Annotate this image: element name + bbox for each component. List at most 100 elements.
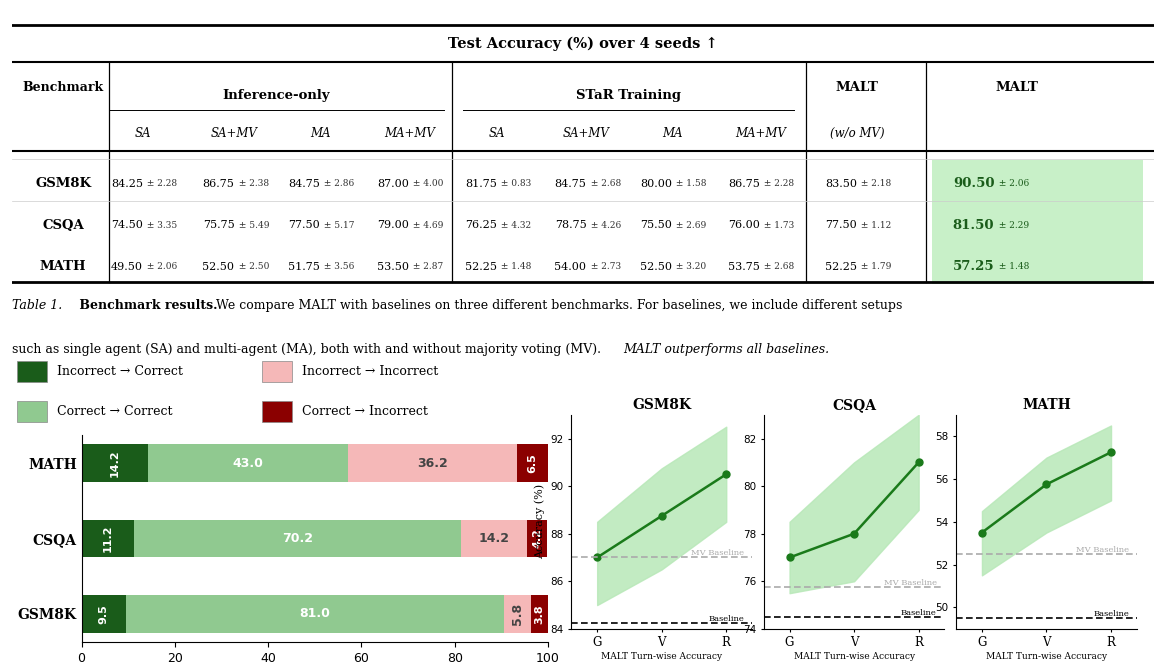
Text: 80.00: 80.00 (640, 179, 672, 189)
Text: 75.75: 75.75 (203, 221, 234, 230)
Text: MV Baseline: MV Baseline (1076, 546, 1129, 554)
Text: GSM8K: GSM8K (35, 177, 91, 191)
Text: Table 1.: Table 1. (12, 298, 62, 312)
Text: ± 4.26: ± 4.26 (588, 221, 620, 230)
Text: 79.00: 79.00 (378, 221, 409, 230)
Bar (134, 520, 462, 557)
Text: ± 4.00: ± 4.00 (410, 179, 444, 189)
Text: 74.50: 74.50 (111, 221, 143, 230)
Text: 84.25: 84.25 (111, 179, 143, 189)
Title: CSQA: CSQA (833, 398, 876, 412)
Text: 70.2: 70.2 (282, 532, 312, 545)
Bar (148, 444, 349, 482)
X-axis label: MALT Turn-wise Accuracy: MALT Turn-wise Accuracy (794, 652, 914, 661)
Text: ± 2.06: ± 2.06 (996, 179, 1028, 189)
Text: ± 2.50: ± 2.50 (236, 262, 269, 272)
Text: 52.50: 52.50 (203, 262, 234, 272)
Text: 9.5: 9.5 (99, 604, 108, 624)
Text: ± 2.68: ± 2.68 (588, 179, 620, 189)
Text: 75.50: 75.50 (640, 221, 672, 230)
Text: 77.50: 77.50 (288, 221, 321, 230)
Text: ± 2.28: ± 2.28 (145, 179, 177, 189)
Text: 84.75: 84.75 (555, 179, 586, 189)
Text: 52.25: 52.25 (826, 262, 857, 272)
Text: ± 1.58: ± 1.58 (673, 179, 707, 189)
Text: ± 0.83: ± 0.83 (498, 179, 532, 189)
Text: 81.0: 81.0 (300, 607, 330, 620)
Text: ± 1.48: ± 1.48 (996, 262, 1028, 272)
Title: MATH: MATH (1023, 398, 1070, 412)
Text: SA+MV: SA+MV (563, 126, 610, 140)
Text: 3.8: 3.8 (535, 604, 545, 624)
Text: CSQA: CSQA (42, 219, 84, 232)
Text: ± 1.12: ± 1.12 (858, 221, 892, 230)
Text: MA: MA (662, 126, 682, 140)
Text: We compare MALT with baselines on three different benchmarks. For baselines, we : We compare MALT with baselines on three … (211, 298, 902, 312)
Text: ± 2.06: ± 2.06 (145, 262, 177, 272)
Text: 11.2: 11.2 (103, 524, 113, 553)
Text: Benchmark: Benchmark (22, 81, 104, 94)
Text: ± 2.38: ± 2.38 (236, 179, 268, 189)
Text: Incorrect → Incorrect: Incorrect → Incorrect (302, 365, 438, 378)
FancyBboxPatch shape (262, 361, 293, 382)
Text: ± 2.68: ± 2.68 (761, 262, 794, 272)
Text: MA+MV: MA+MV (384, 126, 435, 140)
Text: Correct → Incorrect: Correct → Incorrect (302, 405, 428, 418)
Text: ± 5.49: ± 5.49 (236, 221, 269, 230)
Bar (504, 595, 531, 633)
Title: GSM8K: GSM8K (632, 398, 691, 412)
Text: Benchmark results.: Benchmark results. (75, 298, 217, 312)
Text: 78.75: 78.75 (555, 221, 586, 230)
Text: MV Baseline: MV Baseline (884, 579, 936, 587)
Text: Test Accuracy (%) over 4 seeds ↑: Test Accuracy (%) over 4 seeds ↑ (448, 36, 718, 51)
Text: ± 1.73: ± 1.73 (761, 221, 794, 230)
Text: SA: SA (489, 126, 506, 140)
Text: SA: SA (135, 126, 152, 140)
Text: 86.75: 86.75 (203, 179, 234, 189)
Text: ± 5.17: ± 5.17 (322, 221, 354, 230)
Text: 43.0: 43.0 (233, 457, 264, 470)
Text: 4.2: 4.2 (533, 529, 542, 549)
Text: 57.25: 57.25 (953, 260, 995, 274)
Bar (82, 595, 126, 633)
Text: SA+MV: SA+MV (211, 126, 258, 140)
Bar (126, 595, 504, 633)
Text: Correct → Correct: Correct → Correct (57, 405, 173, 418)
X-axis label: MALT Turn-wise Accuracy: MALT Turn-wise Accuracy (602, 652, 722, 661)
Text: ± 2.69: ± 2.69 (673, 221, 707, 230)
Text: 81.75: 81.75 (465, 179, 497, 189)
Text: (w/o MV): (w/o MV) (830, 126, 885, 140)
Text: ± 1.79: ± 1.79 (858, 262, 892, 272)
Text: ± 3.56: ± 3.56 (322, 262, 354, 272)
Text: 5.8: 5.8 (511, 603, 524, 625)
Text: ± 3.35: ± 3.35 (145, 221, 177, 230)
Text: MA+MV: MA+MV (735, 126, 786, 140)
Text: 81.50: 81.50 (953, 219, 995, 232)
Text: 83.50: 83.50 (826, 179, 857, 189)
Text: MALT: MALT (996, 81, 1039, 94)
Text: 54.00: 54.00 (554, 262, 586, 272)
Text: ± 2.86: ± 2.86 (322, 179, 354, 189)
Text: such as single agent (SA) and multi-agent (MA), both with and without majority v: such as single agent (SA) and multi-agen… (12, 343, 605, 356)
Text: 53.50: 53.50 (378, 262, 409, 272)
Text: 86.75: 86.75 (729, 179, 760, 189)
X-axis label: MALT Turn-wise Accuracy: MALT Turn-wise Accuracy (986, 652, 1107, 661)
Bar (518, 444, 548, 482)
Text: 76.25: 76.25 (465, 221, 497, 230)
Text: ± 3.20: ± 3.20 (673, 262, 707, 272)
Text: Baseline: Baseline (1094, 610, 1129, 618)
Text: Baseline: Baseline (901, 609, 936, 617)
Text: 52.50: 52.50 (640, 262, 672, 272)
Text: STaR Training: STaR Training (576, 89, 681, 102)
Text: 84.75: 84.75 (288, 179, 321, 189)
Text: ± 1.48: ± 1.48 (498, 262, 532, 272)
FancyBboxPatch shape (262, 401, 293, 421)
Text: Baseline: Baseline (709, 615, 744, 623)
Text: ± 2.18: ± 2.18 (858, 179, 892, 189)
Text: MA: MA (310, 126, 330, 140)
Text: 77.50: 77.50 (826, 221, 857, 230)
Text: MATH: MATH (40, 260, 86, 274)
FancyBboxPatch shape (932, 243, 1143, 290)
Text: 14.2: 14.2 (479, 532, 510, 545)
Bar (82, 444, 148, 482)
